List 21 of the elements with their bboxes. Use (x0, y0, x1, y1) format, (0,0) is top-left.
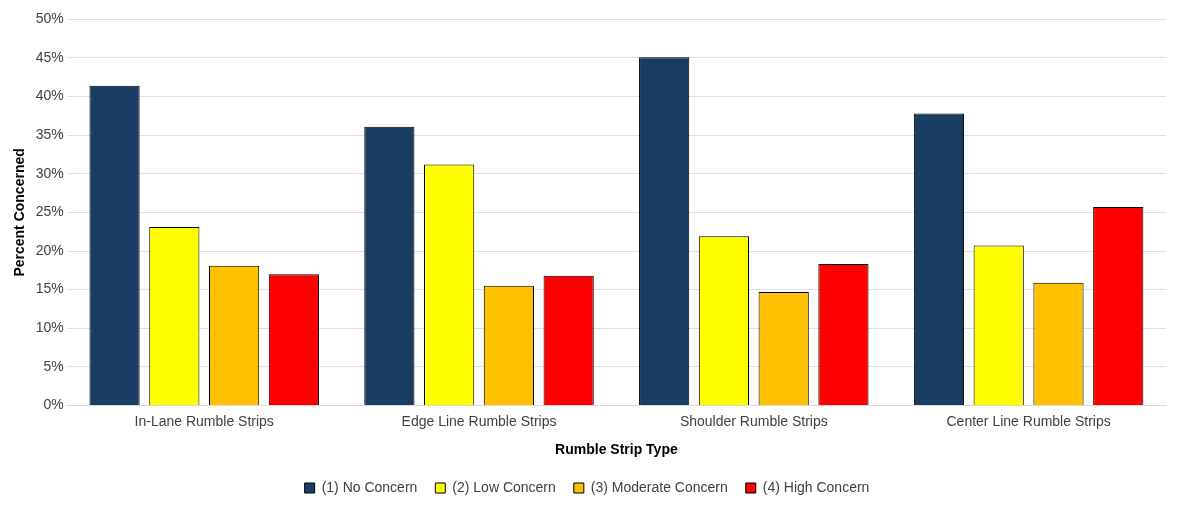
legend-label: (4) High Concern (762, 478, 870, 495)
y-tick-label: 5% (43, 357, 64, 374)
y-axis-title: Percent Concerned (11, 148, 28, 277)
legend-label: (1) No Concern (321, 478, 418, 495)
y-tick-label: 50% (35, 10, 64, 27)
y-tick-label: 40% (35, 87, 64, 104)
y-tick-label: 20% (35, 241, 64, 258)
y-tick-label: 30% (35, 164, 64, 181)
x-tick-label: Center Line Rumble Strips (946, 412, 1111, 429)
x-tick-label: In-Lane Rumble Strips (134, 412, 274, 429)
legend-label: (3) Moderate Concern (590, 478, 728, 495)
x-tick-label: Edge Line Rumble Strips (401, 412, 557, 429)
y-tick-label: 15% (35, 280, 64, 297)
x-axis-title: Rumble Strip Type (555, 441, 678, 458)
x-tick-label: Shoulder Rumble Strips (679, 412, 828, 429)
y-tick-label: 25% (35, 203, 64, 220)
y-tick-label: 10% (35, 319, 64, 336)
y-tick-label: 35% (35, 126, 64, 143)
legend-label: (2) Low Concern (452, 478, 556, 495)
y-tick-label: 0% (43, 396, 64, 413)
y-tick-label: 45% (35, 48, 64, 65)
